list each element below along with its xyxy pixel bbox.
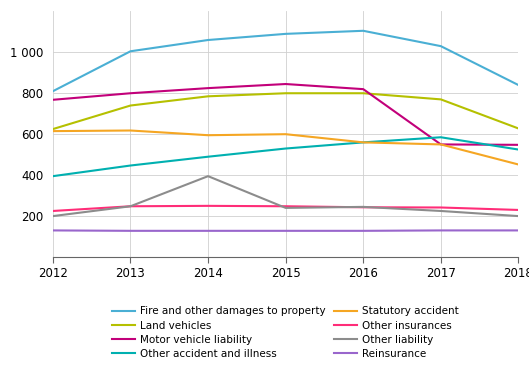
Other liability — [282, 206, 289, 210]
Other insurances — [360, 205, 367, 209]
Other liability — [437, 209, 444, 213]
Fire and other damages to property — [205, 38, 211, 42]
Land vehicles — [437, 97, 444, 102]
Other insurances — [205, 204, 211, 208]
Motor vehicle liability — [50, 98, 56, 102]
Other insurances — [127, 204, 134, 209]
Other accident and illness — [515, 147, 522, 152]
Statutory accident — [282, 132, 289, 136]
Motor vehicle liability — [360, 87, 367, 91]
Other accident and illness — [437, 135, 444, 139]
Other liability — [515, 214, 522, 218]
Other insurances — [515, 208, 522, 212]
Land vehicles — [515, 126, 522, 131]
Fire and other damages to property — [50, 89, 56, 93]
Other insurances — [50, 209, 56, 213]
Statutory accident — [50, 129, 56, 133]
Other liability — [50, 214, 56, 218]
Other liability — [360, 204, 367, 209]
Line: Land vehicles: Land vehicles — [53, 93, 518, 129]
Land vehicles — [282, 91, 289, 96]
Reinsurance — [127, 229, 134, 233]
Fire and other damages to property — [282, 32, 289, 36]
Fire and other damages to property — [360, 28, 367, 33]
Motor vehicle liability — [205, 86, 211, 90]
Land vehicles — [127, 103, 134, 108]
Reinsurance — [360, 229, 367, 233]
Fire and other damages to property — [515, 83, 522, 87]
Other liability — [127, 204, 134, 209]
Land vehicles — [205, 94, 211, 99]
Other liability — [205, 174, 211, 178]
Other accident and illness — [127, 163, 134, 168]
Reinsurance — [50, 228, 56, 233]
Motor vehicle liability — [127, 91, 134, 96]
Line: Other insurances: Other insurances — [53, 206, 518, 211]
Land vehicles — [50, 127, 56, 131]
Reinsurance — [515, 228, 522, 233]
Line: Motor vehicle liability: Motor vehicle liability — [53, 84, 518, 145]
Statutory accident — [205, 133, 211, 138]
Other accident and illness — [205, 155, 211, 159]
Reinsurance — [282, 229, 289, 233]
Motor vehicle liability — [437, 142, 444, 147]
Line: Statutory accident: Statutory accident — [53, 130, 518, 164]
Fire and other damages to property — [437, 44, 444, 48]
Other insurances — [437, 205, 444, 210]
Reinsurance — [437, 228, 444, 233]
Line: Fire and other damages to property: Fire and other damages to property — [53, 31, 518, 91]
Reinsurance — [205, 229, 211, 233]
Statutory accident — [360, 140, 367, 145]
Statutory accident — [437, 142, 444, 147]
Other accident and illness — [360, 140, 367, 145]
Motor vehicle liability — [282, 82, 289, 86]
Line: Other liability: Other liability — [53, 176, 518, 216]
Statutory accident — [127, 128, 134, 133]
Fire and other damages to property — [127, 49, 134, 54]
Other accident and illness — [50, 174, 56, 178]
Other insurances — [282, 204, 289, 209]
Land vehicles — [360, 91, 367, 96]
Statutory accident — [515, 162, 522, 167]
Line: Other accident and illness: Other accident and illness — [53, 137, 518, 176]
Legend: Fire and other damages to property, Land vehicles, Motor vehicle liability, Othe: Fire and other damages to property, Land… — [112, 307, 459, 359]
Other accident and illness — [282, 146, 289, 151]
Motor vehicle liability — [515, 143, 522, 147]
